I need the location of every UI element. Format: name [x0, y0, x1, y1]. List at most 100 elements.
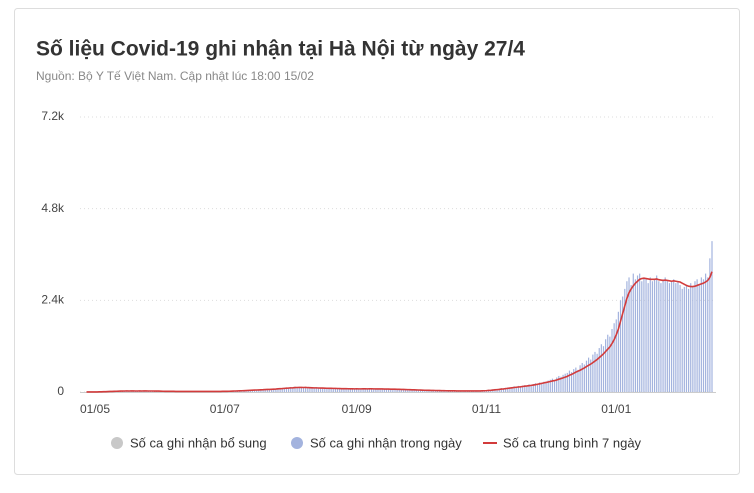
bar	[632, 273, 634, 392]
bar	[570, 372, 573, 392]
bar	[358, 389, 360, 392]
bar	[322, 388, 324, 392]
bar	[568, 370, 571, 392]
bar	[328, 387, 330, 392]
bar	[381, 388, 383, 392]
chart-subtitle: Nguồn: Bộ Y Tế Việt Nam. Cập nhật lúc 18…	[36, 69, 314, 83]
bar	[336, 388, 339, 392]
bar	[679, 285, 681, 392]
bar	[277, 388, 279, 392]
bar	[388, 389, 390, 392]
bar	[585, 360, 588, 392]
bar	[549, 379, 551, 392]
bar	[630, 285, 632, 392]
bar	[283, 387, 285, 392]
bar	[324, 388, 326, 392]
bar	[711, 241, 713, 392]
bar	[317, 388, 320, 392]
bar	[447, 391, 449, 392]
bar	[596, 353, 598, 392]
legend-label: Số ca ghi nhận trong ngày	[310, 435, 462, 450]
bar	[685, 285, 688, 392]
bar	[405, 390, 407, 392]
bar	[675, 283, 677, 392]
bar	[647, 283, 649, 392]
bar	[668, 283, 671, 392]
bar	[658, 281, 660, 392]
bar	[279, 388, 281, 392]
bar	[577, 369, 579, 392]
bar	[288, 387, 290, 392]
y-tick-label: 4.8k	[41, 201, 65, 215]
x-tick-label: 01/07	[210, 402, 240, 416]
bar	[594, 351, 596, 392]
bar	[375, 389, 377, 392]
bar	[392, 389, 394, 392]
bar	[402, 389, 405, 392]
bar	[285, 387, 288, 392]
bar	[385, 388, 388, 392]
bar	[319, 387, 322, 392]
bar	[707, 277, 709, 392]
bar	[270, 388, 273, 392]
x-tick-label: 01/01	[601, 402, 631, 416]
bar	[364, 389, 366, 392]
bar	[505, 387, 507, 392]
bar	[313, 387, 315, 392]
bar	[670, 281, 673, 392]
bar	[379, 389, 381, 392]
bar	[598, 348, 600, 392]
bar	[656, 275, 658, 392]
bar	[673, 279, 675, 392]
bar	[696, 279, 698, 392]
bar	[496, 389, 498, 392]
bar	[539, 382, 541, 392]
bar	[428, 390, 430, 392]
bar	[653, 279, 656, 392]
bar	[588, 357, 590, 392]
bar	[558, 375, 560, 392]
bar	[256, 390, 258, 392]
bar	[343, 388, 345, 392]
bar	[264, 389, 266, 392]
x-tick-label: 01/09	[342, 402, 372, 416]
bar	[345, 388, 347, 392]
bar	[602, 346, 605, 392]
bar	[581, 362, 583, 392]
bar	[583, 364, 585, 392]
legend-label: Số ca ghi nhận bổ sung	[130, 435, 267, 450]
bar	[687, 288, 690, 392]
bar	[556, 377, 558, 392]
bar	[517, 385, 519, 392]
bar	[590, 359, 592, 392]
bar	[507, 387, 509, 392]
bar	[441, 391, 443, 392]
bar	[396, 389, 398, 392]
bar	[390, 389, 392, 392]
bar	[349, 389, 351, 392]
bar	[553, 380, 556, 392]
x-tick-label: 01/05	[80, 402, 110, 416]
bar	[547, 380, 549, 392]
bar	[362, 388, 364, 392]
bar	[666, 281, 668, 392]
bar	[400, 389, 402, 392]
bar	[334, 388, 337, 392]
bar	[432, 390, 434, 392]
bar	[690, 283, 692, 392]
bar	[258, 389, 260, 392]
bar	[409, 389, 411, 392]
bar	[664, 277, 666, 392]
bar	[626, 281, 628, 392]
bar	[356, 388, 358, 392]
bar	[415, 390, 417, 392]
bar	[383, 389, 385, 392]
bar	[526, 385, 528, 392]
bar	[643, 277, 645, 392]
bar	[551, 378, 554, 392]
legend-label: Số ca trung bình 7 ngày	[503, 435, 642, 450]
bar	[698, 285, 700, 392]
bar	[636, 275, 639, 392]
bar	[502, 388, 505, 392]
bar	[268, 389, 271, 392]
